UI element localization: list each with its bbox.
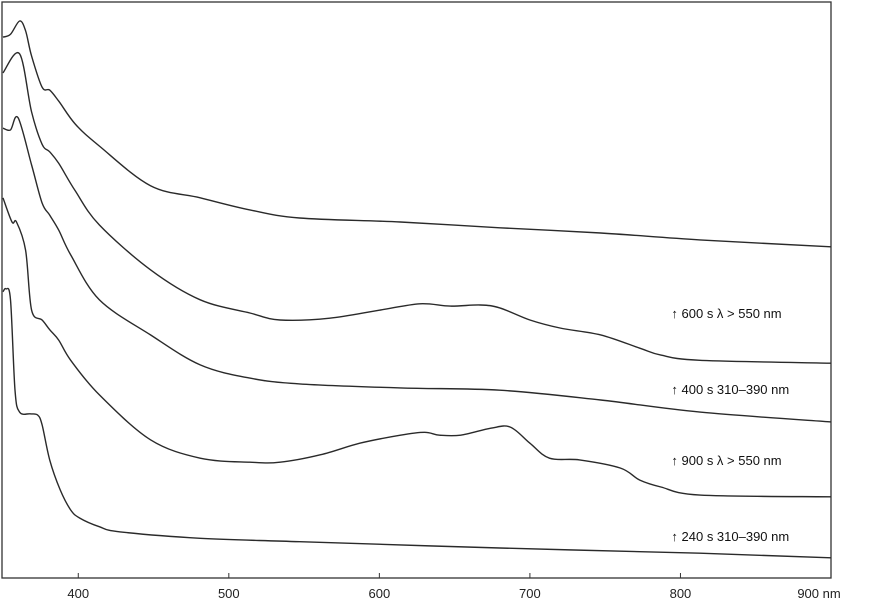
- x-tick-label: 900 nm: [797, 586, 840, 601]
- spectrum-line-4: [2, 197, 832, 498]
- annotation-label: ↑ 900 s λ > 550 nm: [671, 453, 781, 468]
- x-tick-label: 600: [369, 586, 391, 601]
- spectrum-line-3: [2, 115, 832, 423]
- x-tick-label: 800: [670, 586, 692, 601]
- annotation-label: ↑ 400 s 310–390 nm: [671, 382, 789, 397]
- annotations-group: ↑ 600 s λ > 550 nm ↑ 400 s 310–390 nm ↑ 90…: [671, 306, 789, 544]
- x-tick-label: 500: [218, 586, 240, 601]
- x-axis: 400 500 600 700 800 900 nm: [67, 573, 841, 601]
- spectrum-line-5: [2, 287, 832, 559]
- x-tick-label: 700: [519, 586, 541, 601]
- plot-frame: [1, 1, 832, 579]
- curves-group: [2, 20, 832, 559]
- x-tick-label: 400: [67, 586, 89, 601]
- spectrum-line-1: [2, 20, 832, 248]
- annotation-label: ↑ 600 s λ > 550 nm: [671, 306, 781, 321]
- spectrum-line-2: [2, 51, 832, 364]
- annotation-label: ↑ 240 s 310–390 nm: [671, 529, 789, 544]
